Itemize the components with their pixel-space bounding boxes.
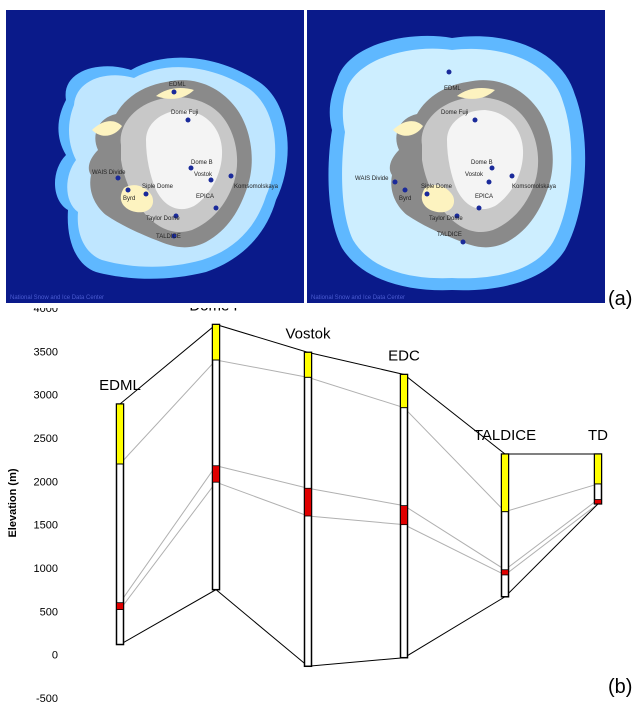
site-label: Siple Dome [142, 184, 174, 190]
y-tick-label: -500 [36, 693, 58, 705]
site-label: EPICA [196, 194, 214, 200]
elevation-chart-svg: -500 0 500 1000 1500 2000 2500 3000 3500 4000 Elev… [7, 297, 608, 705]
y-tick-label: 3000 [34, 390, 58, 402]
site-label: Byrd [399, 196, 411, 202]
yellow-segment [594, 453, 602, 485]
site-label: WAIS Divide [355, 176, 389, 182]
y-tick-label: 0 [52, 650, 58, 662]
site-label: Dome Fuji [171, 110, 198, 116]
site-label: Dome B [191, 160, 213, 166]
map-credit: National Snow and Ice Data Center [311, 295, 406, 301]
site-label: WAIS Divide [92, 170, 126, 176]
map-credit: National Snow and Ice Data Center [10, 295, 105, 301]
panel-a-maps: EDML Dome Fuji Dome B Vostok Komsomolska… [0, 0, 641, 310]
y-tick-label: 1500 [34, 520, 58, 532]
site-label: EDML [444, 86, 461, 92]
yellow-segment [116, 403, 124, 465]
antarctica-map-present: EDML Dome Fuji Dome B Vostok Komsomolska… [6, 10, 304, 303]
surface-line [119, 323, 598, 455]
y-tick-label: 2500 [34, 433, 58, 445]
site-label: Taylor Dome [429, 216, 463, 222]
site-name-label: TALDICE [474, 427, 536, 444]
site-name-label: EDC [388, 347, 420, 364]
site-label: Vostok [194, 172, 213, 178]
site-label: EDML [169, 82, 186, 88]
antarctica-map-lgm-graphic: EDML Dome Fuji Dome B Vostok Komsomolska… [328, 35, 586, 291]
red-segment [594, 499, 602, 505]
elevation-chart: -500 0 500 1000 1500 2000 2500 3000 3500 4000 Elev… [0, 297, 641, 718]
site-label: Dome B [471, 160, 493, 166]
red-segment [116, 602, 124, 610]
yellow-bottom-connector [119, 359, 599, 513]
yellow-segment [501, 453, 509, 513]
red-bottom-connector [119, 481, 599, 610]
site-name-label: Dome F [189, 308, 242, 314]
yellow-segment [212, 323, 220, 361]
site-name-label: Vostok [285, 325, 331, 342]
y-tick-label: 2000 [34, 476, 58, 488]
site-label: EPICA [475, 194, 493, 200]
site-label: Komsomolskaya [512, 184, 557, 190]
panel-b-label: (b) [608, 676, 633, 698]
site-label: Byrd [123, 196, 135, 202]
red-segment [501, 569, 509, 576]
site-label: Dome Fuji [441, 110, 468, 116]
y-tick-label: 1000 [34, 563, 58, 575]
yellow-segment [400, 373, 408, 409]
site-label: TALDICE [156, 234, 181, 240]
antarctica-map-lgm: EDML Dome Fuji Dome B Vostok Komsomolska… [307, 10, 605, 303]
y-axis-label: Elevation (m) [7, 468, 19, 537]
core-column-dome-f [211, 323, 221, 591]
panel-a-label: (a) [608, 288, 633, 310]
red-segment [304, 487, 312, 517]
site-name-label: EDML [99, 377, 141, 394]
site-label: Vostok [465, 172, 484, 178]
antarctica-map-present-graphic: EDML Dome Fuji Dome B Vostok Komsomolska… [54, 57, 288, 279]
bedrock-line [119, 503, 599, 667]
yellow-segment [304, 351, 312, 378]
y-tick-label: 4000 [34, 308, 58, 315]
red-top-connector [119, 465, 599, 603]
site-label: Siple Dome [421, 184, 453, 190]
site-label: Taylor Dome [146, 216, 180, 222]
site-label: TALDICE [437, 232, 462, 238]
site-label: Komsomolskaya [234, 184, 279, 190]
y-tick-label: 3500 [34, 346, 58, 358]
site-name-label: TD [588, 427, 608, 444]
y-tick-label: 500 [40, 606, 58, 618]
red-segment [400, 505, 408, 526]
red-segment [212, 465, 220, 483]
